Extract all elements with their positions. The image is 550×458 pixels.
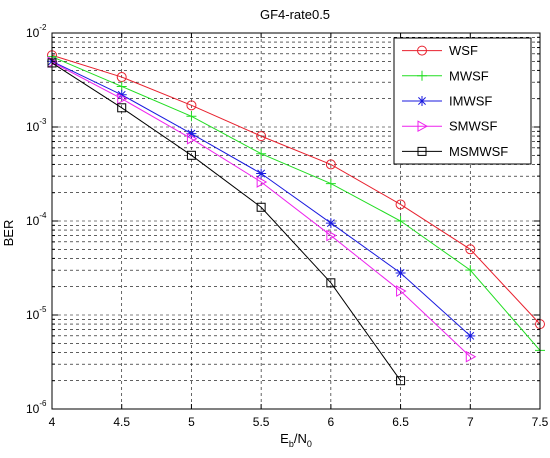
- legend-label: IMWSF: [449, 94, 492, 109]
- data-point: [186, 128, 197, 139]
- data-point: [186, 132, 198, 145]
- data-point: [395, 216, 406, 226]
- legend-label: MSMWSF: [449, 144, 508, 159]
- data-point: [116, 81, 127, 92]
- x-axis-label-base: E: [280, 431, 289, 446]
- data-point: [117, 103, 127, 113]
- x-tick-label: 6: [328, 415, 335, 429]
- tick-labels: 4 4.5 5 5.5 6 6.5 7 7.5 10-6 10-5 10-4 10-3 10-2: [26, 23, 549, 429]
- legend-label: WSF: [449, 43, 478, 58]
- y-tick-label: 10-4: [26, 211, 47, 228]
- data-point: [396, 376, 406, 386]
- data-point: [417, 70, 427, 81]
- data-point: [417, 120, 429, 133]
- data-point: [465, 265, 476, 276]
- data-point: [465, 244, 476, 255]
- y-tick-label: 10-5: [26, 305, 47, 322]
- data-point: [465, 330, 476, 341]
- x-tick-label: 4.5: [113, 415, 130, 429]
- data-point: [117, 92, 128, 105]
- data-point: [396, 285, 407, 297]
- legend-item: WSF: [402, 43, 478, 58]
- data-point: [256, 148, 267, 159]
- y-tick-label: 10-3: [26, 117, 47, 134]
- x-axis-label-sub1: b: [289, 439, 294, 449]
- y-tick-label: 10-2: [26, 23, 47, 40]
- data-point: [417, 146, 427, 156]
- legend-item: IMWSF: [402, 94, 492, 109]
- data-point: [325, 178, 336, 189]
- data-point: [417, 45, 427, 56]
- legend-item: MSMWSF: [402, 144, 508, 159]
- x-tick-label: 5.5: [253, 415, 270, 429]
- y-axis-label: BER: [1, 220, 16, 247]
- x-tick-label: 7: [467, 415, 474, 429]
- data-point: [256, 168, 267, 179]
- data-point: [186, 100, 197, 111]
- series-line: [51, 62, 401, 381]
- ticks: [51, 33, 541, 409]
- series-line: [51, 56, 541, 351]
- data-point: [186, 150, 196, 160]
- series-line: [51, 54, 541, 325]
- data-point: [256, 131, 267, 142]
- x-tick-label: 6.5: [392, 415, 409, 429]
- data-point: [116, 89, 127, 100]
- x-tick-label: 5: [188, 415, 195, 429]
- data-point: [395, 199, 406, 210]
- data-point: [256, 202, 266, 212]
- legend-item: SMWSF: [402, 119, 497, 134]
- series-line: [51, 61, 471, 358]
- legend-label: SMWSF: [449, 119, 497, 134]
- legend: WSF MWSF IMWSF SMWSF MSMWSF: [393, 37, 532, 165]
- data-point: [186, 111, 197, 122]
- x-tick-label: 7.5: [532, 415, 549, 429]
- data-point: [256, 176, 268, 188]
- data-point: [326, 278, 336, 288]
- data-point: [417, 96, 427, 106]
- data-point: [465, 350, 477, 363]
- data-point: [325, 159, 336, 170]
- series-msmwsf: [47, 58, 406, 386]
- x-tick-label: 4: [49, 415, 56, 429]
- legend-item: MWSF: [402, 68, 489, 83]
- y-tick-label: 10-6: [26, 399, 47, 416]
- chart-title: GF4-rate0.5: [260, 7, 330, 22]
- data-point: [326, 229, 337, 242]
- x-axis-label-sub2: 0: [307, 439, 312, 449]
- data-point: [395, 267, 406, 278]
- legend-label: MWSF: [449, 68, 489, 83]
- data-point: [325, 218, 336, 229]
- x-axis-label: Eb/N0: [280, 431, 312, 449]
- x-axis-label-mid: /N: [294, 431, 307, 446]
